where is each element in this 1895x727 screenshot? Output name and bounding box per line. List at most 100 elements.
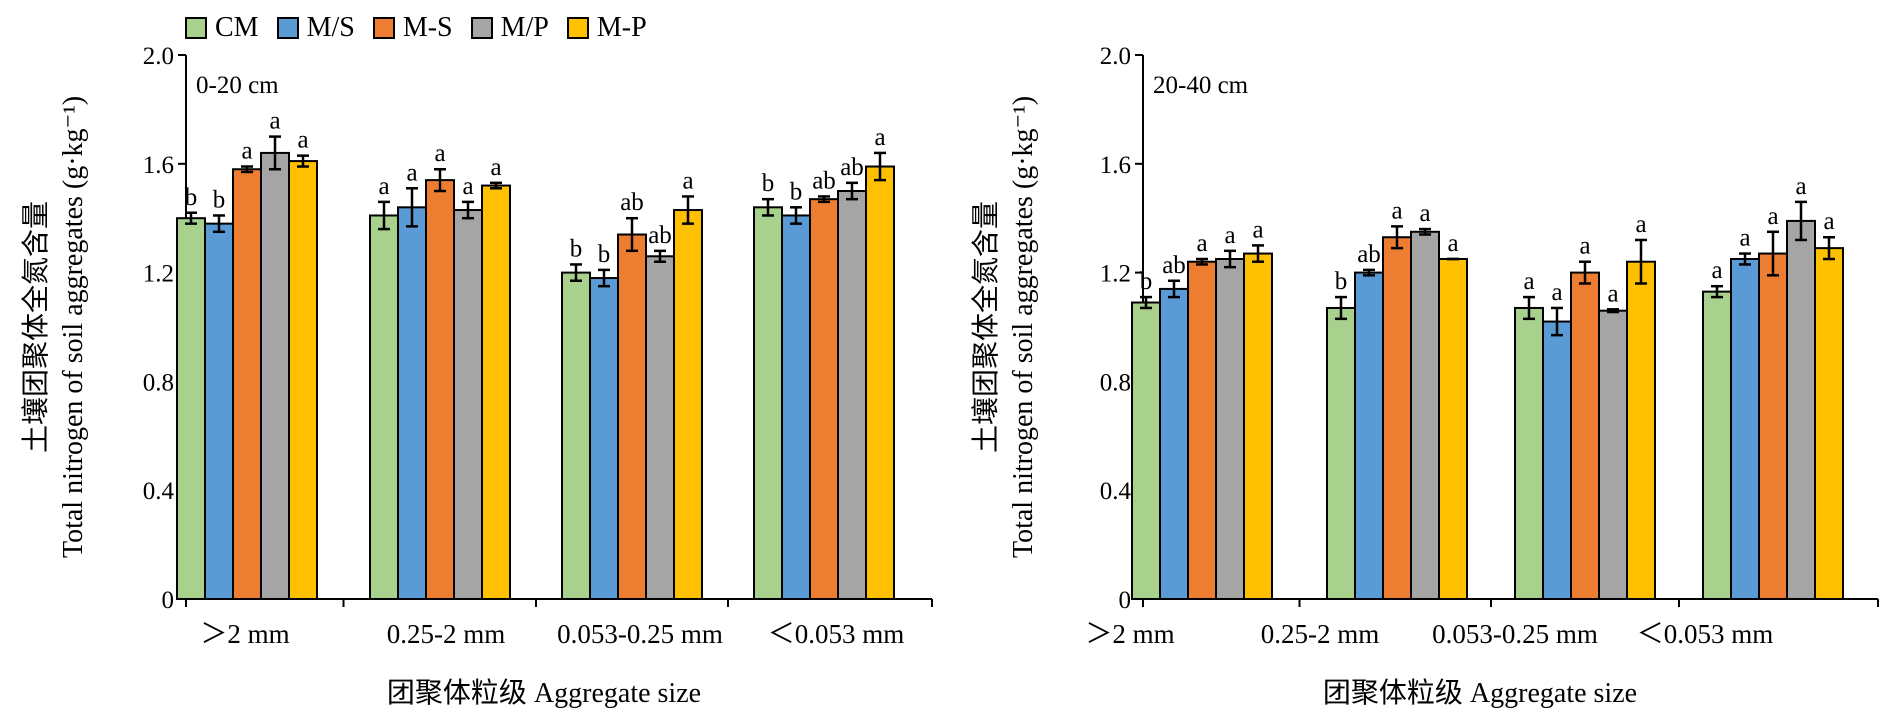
legend-label-m-dash-p: M-P bbox=[596, 12, 647, 43]
bar bbox=[753, 206, 783, 600]
significance-label: a bbox=[378, 173, 389, 200]
legend-label-cm: CM bbox=[215, 12, 259, 43]
bar bbox=[1354, 271, 1384, 600]
bar bbox=[1786, 219, 1816, 600]
bar bbox=[1514, 306, 1544, 600]
significance-label: a bbox=[1579, 233, 1590, 260]
bar bbox=[1814, 247, 1844, 600]
significance-label: a bbox=[1419, 200, 1430, 227]
y-tick-label: 0.4 bbox=[143, 478, 175, 505]
bar bbox=[1702, 290, 1732, 600]
bar bbox=[809, 198, 839, 600]
significance-label: ab bbox=[840, 154, 864, 181]
bar bbox=[232, 168, 262, 601]
y-tick-label: 0.8 bbox=[143, 369, 174, 396]
category-label: ＜0.053 mm bbox=[1637, 619, 1774, 649]
legend-item-m-slash-p: M/P bbox=[470, 12, 549, 44]
significance-label: a bbox=[1795, 173, 1806, 200]
bar bbox=[1215, 258, 1245, 600]
y-tick-label: 2.0 bbox=[143, 43, 174, 70]
y-tick-label: 1.6 bbox=[143, 152, 174, 179]
significance-label: ab bbox=[648, 222, 672, 249]
significance-label: a bbox=[1551, 279, 1562, 306]
significance-label: b bbox=[213, 186, 226, 213]
bar bbox=[1243, 252, 1273, 600]
significance-label: a bbox=[1607, 280, 1618, 307]
bar bbox=[1438, 258, 1468, 600]
legend-item-m-dash-s: M-S bbox=[372, 12, 453, 44]
significance-label: b bbox=[790, 178, 803, 205]
bar bbox=[1542, 320, 1572, 600]
y-axis-title-en: Total nitrogen of soil aggregates (g·kg⁻… bbox=[58, 96, 89, 558]
significance-label: b bbox=[598, 241, 611, 268]
bar bbox=[1730, 258, 1760, 600]
bar bbox=[481, 184, 511, 600]
bar bbox=[1326, 306, 1356, 600]
significance-label: b bbox=[570, 235, 583, 262]
y-tick-label: 0 bbox=[162, 587, 175, 614]
x-axis-title: 团聚体粒级 Aggregate size bbox=[1323, 677, 1637, 709]
bar bbox=[1382, 236, 1412, 601]
significance-label: a bbox=[1711, 257, 1722, 284]
bar bbox=[1626, 260, 1656, 600]
significance-label: a bbox=[1252, 216, 1263, 243]
legend-swatch-m-slash-s bbox=[276, 17, 299, 39]
legend-item-cm: CM bbox=[185, 12, 259, 44]
significance-label: a bbox=[1523, 268, 1534, 295]
significance-label: a bbox=[297, 127, 308, 154]
category-label: 0.25-2 mm bbox=[387, 619, 506, 649]
y-axis-title-en: Total nitrogen of soil aggregates (g·kg⁻… bbox=[1008, 96, 1039, 558]
significance-label: a bbox=[1635, 211, 1646, 238]
bar bbox=[1410, 230, 1440, 601]
legend: CM M/S M-S M/P M-P bbox=[185, 8, 665, 48]
bar bbox=[645, 255, 675, 600]
significance-label: a bbox=[434, 140, 445, 167]
significance-label: ab bbox=[1357, 241, 1381, 268]
significance-label: a bbox=[1224, 222, 1235, 249]
y-tick-label: 1.2 bbox=[143, 261, 174, 288]
bar bbox=[204, 222, 234, 600]
significance-label: ab bbox=[812, 167, 836, 194]
y-tick-label: 1.2 bbox=[1100, 261, 1131, 288]
panel-depth-label: 20-40 cm bbox=[1153, 72, 1249, 99]
significance-label: b bbox=[1335, 268, 1348, 295]
significance-label: a bbox=[1739, 225, 1750, 252]
bar bbox=[453, 209, 483, 600]
bar bbox=[1598, 309, 1628, 600]
significance-label: b bbox=[1140, 268, 1153, 295]
significance-label: a bbox=[1767, 203, 1778, 230]
significance-label: a bbox=[1447, 230, 1458, 257]
significance-label: a bbox=[1391, 197, 1402, 224]
significance-label: ab bbox=[1162, 252, 1186, 279]
y-tick-label: 2.0 bbox=[1100, 43, 1131, 70]
legend-label-m-slash-p: M/P bbox=[500, 12, 549, 43]
y-tick-label: 0.4 bbox=[1100, 478, 1132, 505]
legend-swatch-m-slash-p bbox=[470, 17, 493, 39]
bar bbox=[617, 233, 647, 601]
legend-swatch-m-dash-s bbox=[372, 17, 395, 39]
significance-label: a bbox=[1196, 230, 1207, 257]
bar bbox=[865, 165, 895, 601]
significance-label: a bbox=[490, 154, 501, 181]
category-label: 0.053-0.25 mm bbox=[1432, 619, 1598, 649]
legend-label-m-slash-s: M/S bbox=[306, 12, 355, 43]
bar bbox=[425, 179, 455, 600]
bar bbox=[1187, 260, 1217, 600]
bar bbox=[176, 217, 206, 600]
significance-label: a bbox=[1823, 208, 1834, 235]
legend-item-m-slash-s: M/S bbox=[276, 12, 355, 44]
significance-label: a bbox=[874, 124, 885, 151]
significance-label: a bbox=[241, 138, 252, 165]
bar bbox=[1159, 287, 1189, 600]
legend-label-m-dash-s: M-S bbox=[402, 12, 453, 43]
y-tick-label: 0.8 bbox=[1100, 369, 1131, 396]
category-label: ＞2 mm bbox=[200, 619, 289, 649]
category-label: 0.25-2 mm bbox=[1261, 619, 1380, 649]
category-label: 0.053-0.25 mm bbox=[557, 619, 723, 649]
bar bbox=[397, 206, 427, 600]
bar bbox=[589, 277, 619, 600]
category-label: ＜0.053 mm bbox=[768, 619, 905, 649]
